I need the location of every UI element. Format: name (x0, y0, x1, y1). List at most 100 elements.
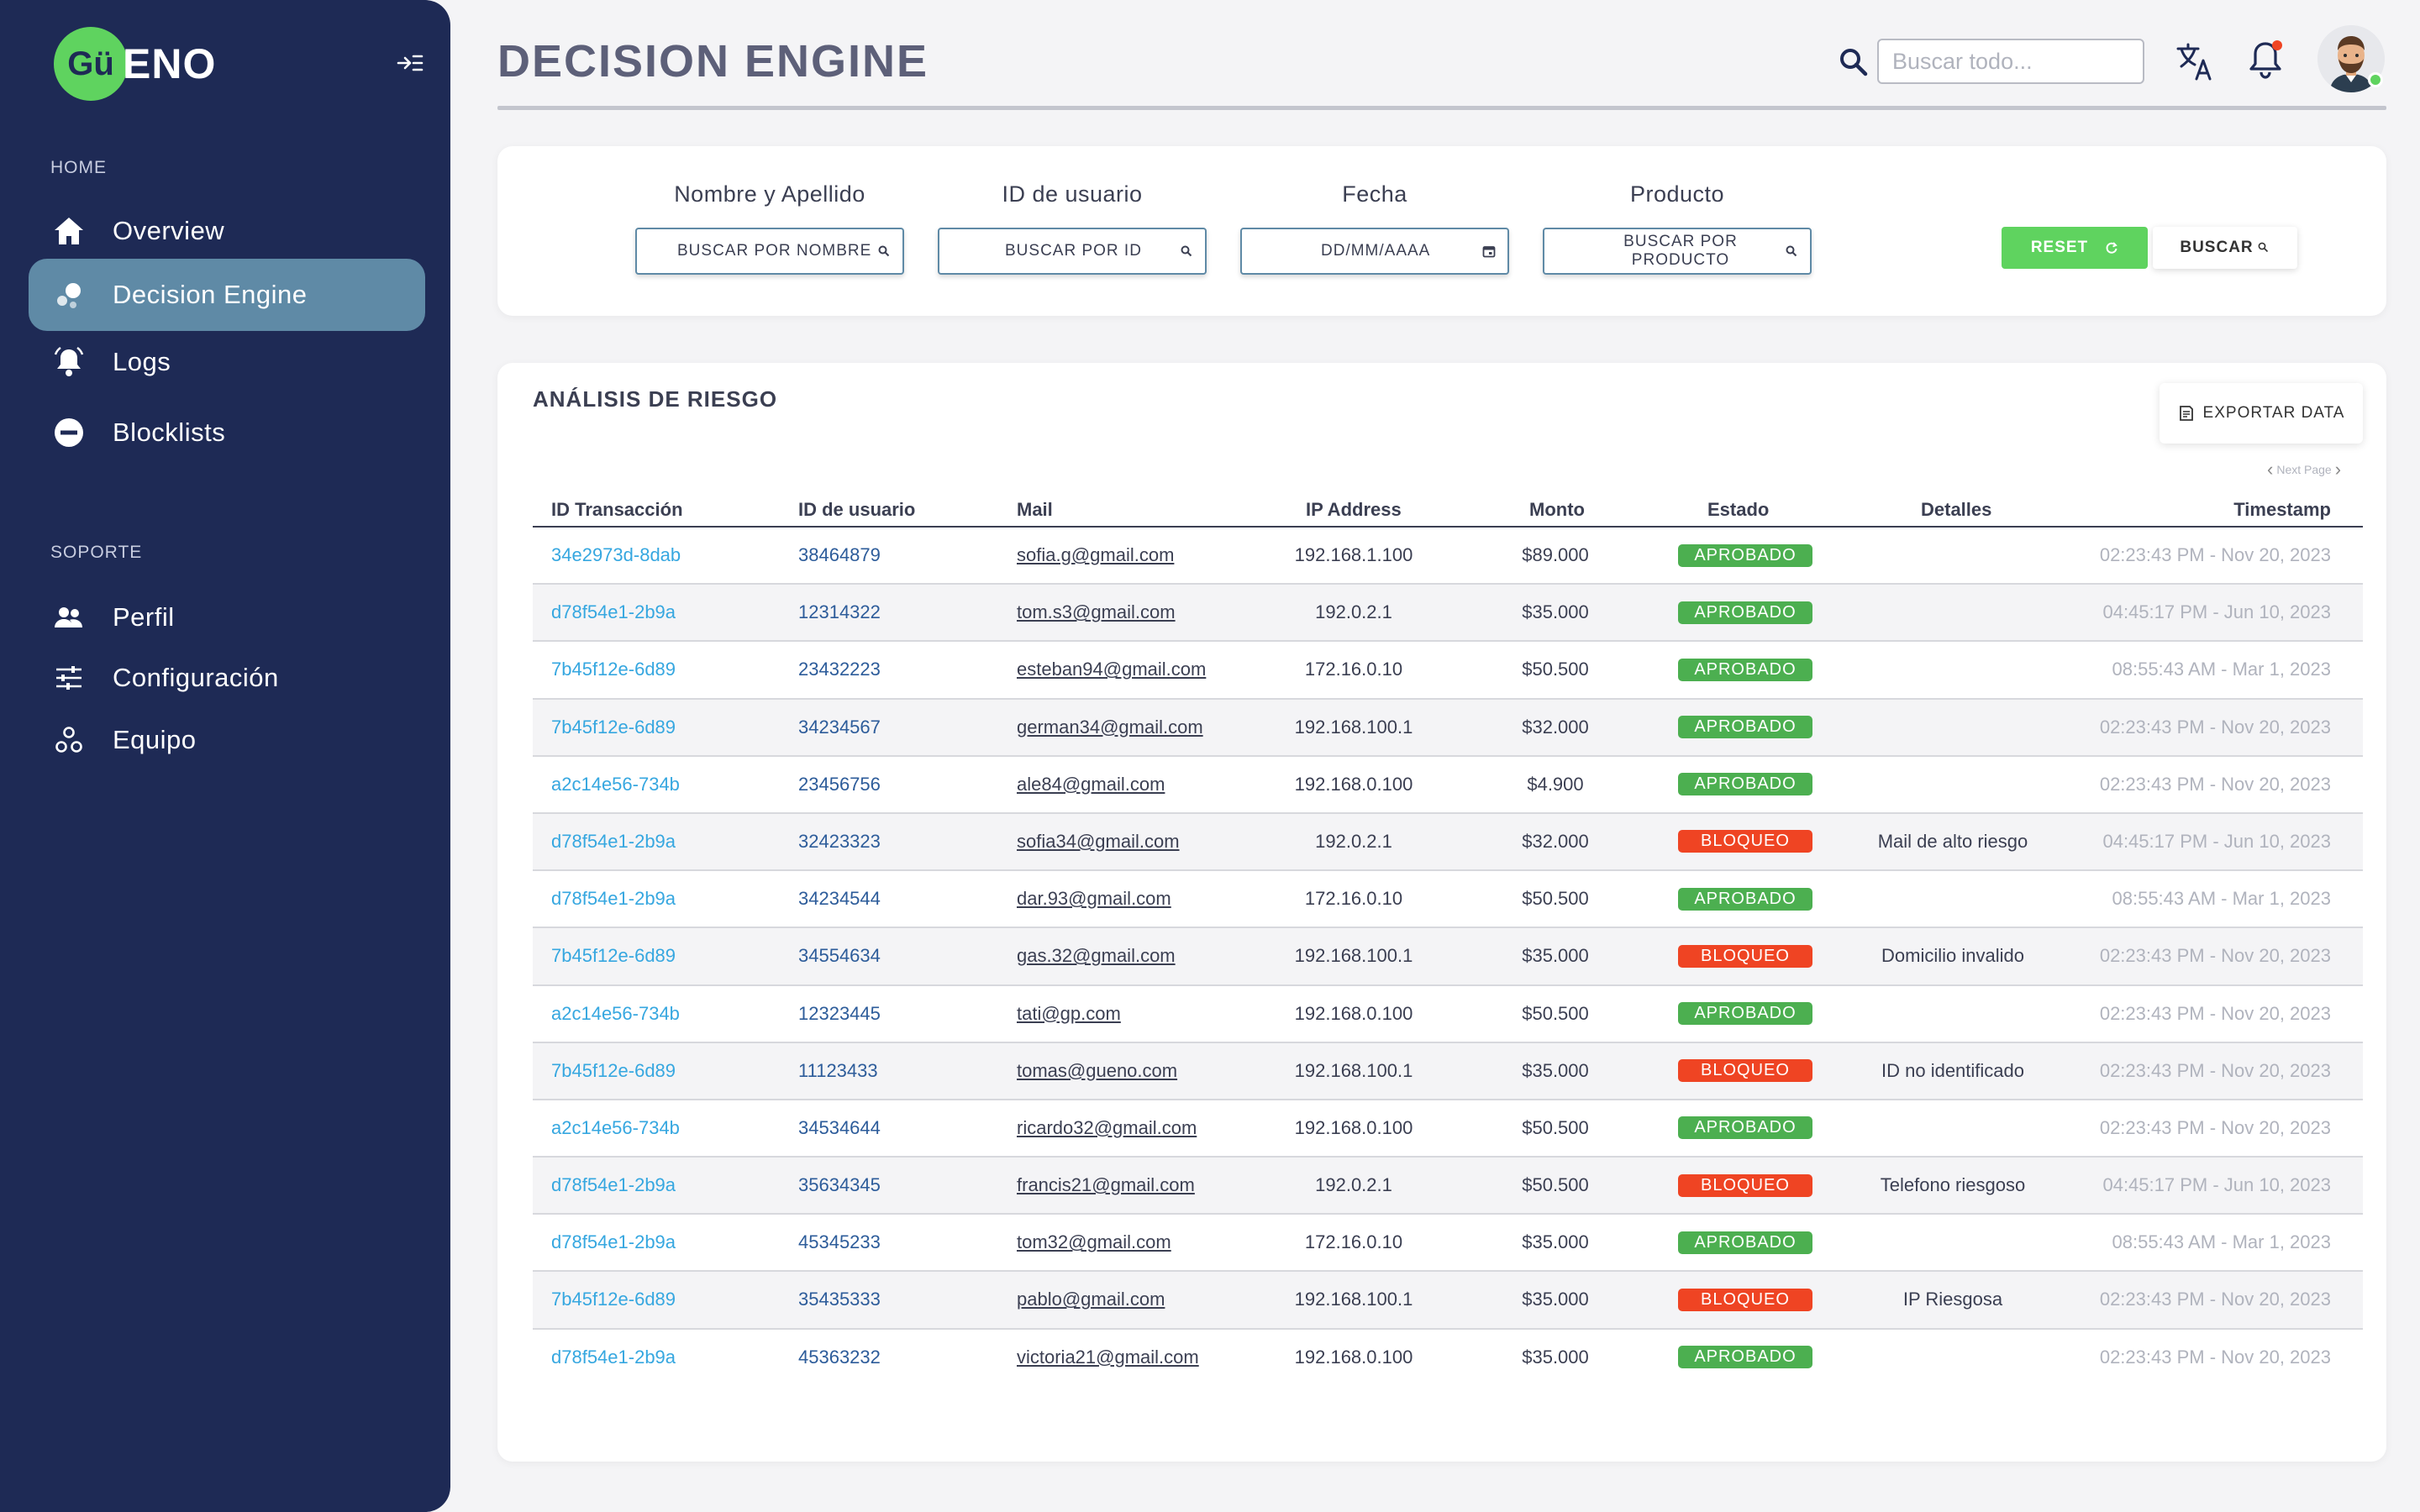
transaction-id-link[interactable]: d78f54e1-2b9a (551, 830, 676, 852)
mail-link[interactable]: sofia34@gmail.com (1017, 830, 1180, 852)
search-button[interactable]: BUSCAR (2153, 227, 2297, 269)
collapse-sidebar-icon[interactable] (393, 50, 427, 76)
col-header-timestamp[interactable]: Timestamp (2233, 499, 2331, 520)
transaction-id-link[interactable]: 34e2973d-8dab (551, 544, 681, 565)
filter-name-label: Nombre y Apellido (674, 181, 865, 207)
table-row[interactable]: 7b45f12e-6d89 23432223 esteban94@gmail.c… (533, 642, 2363, 700)
name-search-input[interactable]: BUSCAR POR NOMBRE (635, 228, 904, 275)
mail-link[interactable]: gas.32@gmail.com (1017, 945, 1176, 967)
transaction-id-link[interactable]: a2c14e56-734b (551, 1002, 680, 1024)
table-row[interactable]: a2c14e56-734b 23456756 ale84@gmail.com 1… (533, 757, 2363, 814)
mail-link[interactable]: ale84@gmail.com (1017, 773, 1165, 795)
sidebar-item-logs[interactable]: Logs (29, 326, 425, 398)
transaction-id-link[interactable]: d78f54e1-2b9a (551, 1174, 676, 1196)
user-id-link[interactable]: 12314322 (798, 601, 881, 623)
table-row[interactable]: a2c14e56-734b 34534644 ricardo32@gmail.c… (533, 1100, 2363, 1158)
transaction-id-link[interactable]: 7b45f12e-6d89 (551, 716, 676, 738)
sidebar-item-equipo[interactable]: Equipo (29, 704, 425, 776)
user-id-link[interactable]: 35634345 (798, 1174, 881, 1196)
status-badge: BLOQUEO (1678, 1173, 1812, 1197)
mail-link[interactable]: ricardo32@gmail.com (1017, 1116, 1197, 1138)
table-row[interactable]: a2c14e56-734b 12323445 tati@gp.com 192.1… (533, 986, 2363, 1043)
table-row[interactable]: d78f54e1-2b9a 45345233 tom32@gmail.com 1… (533, 1215, 2363, 1273)
brand-logo[interactable]: Gü ENO (54, 27, 216, 101)
user-id-link[interactable]: 23456756 (798, 773, 881, 795)
user-id-link[interactable]: 34234544 (798, 888, 881, 910)
user-id-link[interactable]: 12323445 (798, 1002, 881, 1024)
transaction-id-link[interactable]: a2c14e56-734b (551, 773, 680, 795)
mail-link[interactable]: francis21@gmail.com (1017, 1174, 1195, 1196)
chevron-left-icon[interactable]: ‹ (2267, 459, 2274, 480)
export-data-button[interactable]: EXPORTAR DATA (2160, 383, 2363, 444)
transaction-id-link[interactable]: d78f54e1-2b9a (551, 888, 676, 910)
status-cell: APROBADO (1677, 1330, 1813, 1385)
mail-link[interactable]: tomas@gueno.com (1017, 1059, 1178, 1081)
ip-address: 192.168.0.100 (1294, 1346, 1413, 1368)
col-header-mail[interactable]: Mail (1017, 499, 1053, 520)
timestamp: 04:45:17 PM - Jun 10, 2023 (2102, 830, 2331, 852)
table-row[interactable]: 34e2973d-8dab 38464879 sofia.g@gmail.com… (533, 528, 2363, 585)
mail-link[interactable]: sofia.g@gmail.com (1017, 544, 1175, 565)
table-row[interactable]: 7b45f12e-6d89 11123433 tomas@gueno.com 1… (533, 1042, 2363, 1100)
user-id-link[interactable]: 38464879 (798, 544, 881, 565)
sidebar-item-overview[interactable]: Overview (29, 195, 425, 267)
user-id-link[interactable]: 32423323 (798, 830, 881, 852)
sidebar-item-blocklists[interactable]: Blocklists (29, 396, 425, 469)
user-id-link[interactable]: 45345233 (798, 1231, 881, 1253)
transaction-id-link[interactable]: 7b45f12e-6d89 (551, 945, 676, 967)
user-id-link[interactable]: 34534644 (798, 1116, 881, 1138)
sidebar-item-configuracion[interactable]: Configuración (29, 642, 425, 714)
user-id-link[interactable]: 34234567 (798, 716, 881, 738)
col-header-uid[interactable]: ID de usuario (798, 499, 916, 520)
user-id-link[interactable]: 35435333 (798, 1289, 881, 1310)
table-row[interactable]: d78f54e1-2b9a 45363232 victoria21@gmail.… (533, 1330, 2363, 1387)
amount: $50.500 (1522, 888, 1589, 910)
next-page-label[interactable]: Next Page (2276, 463, 2332, 476)
mail-link[interactable]: german34@gmail.com (1017, 716, 1203, 738)
table-row[interactable]: d78f54e1-2b9a 32423323 sofia34@gmail.com… (533, 813, 2363, 872)
table-row[interactable]: d78f54e1-2b9a 12314322 tom.s3@gmail.com … (533, 585, 2363, 643)
sidebar-item-decision-engine[interactable]: Decision Engine (29, 259, 425, 331)
table-row[interactable]: 7b45f12e-6d89 34554634 gas.32@gmail.com … (533, 928, 2363, 986)
transaction-id-link[interactable]: 7b45f12e-6d89 (551, 1289, 676, 1310)
product-search-input[interactable]: BUSCAR POR PRODUCTO (1543, 228, 1812, 275)
col-header-monto[interactable]: Monto (1529, 499, 1585, 520)
status-badge: APROBADO (1678, 773, 1812, 796)
user-id-link[interactable]: 23432223 (798, 659, 881, 680)
mail-link[interactable]: esteban94@gmail.com (1017, 659, 1207, 680)
transaction-id-link[interactable]: a2c14e56-734b (551, 1116, 680, 1138)
user-id-link[interactable]: 45363232 (798, 1346, 881, 1368)
transaction-id-link[interactable]: 7b45f12e-6d89 (551, 659, 676, 680)
sidebar-item-perfil[interactable]: Perfil (29, 581, 425, 654)
user-id-link[interactable]: 34554634 (798, 945, 881, 967)
notification-bell-icon[interactable] (2247, 39, 2286, 81)
calendar-icon[interactable] (1482, 244, 1496, 258)
mail-link[interactable]: tom32@gmail.com (1017, 1231, 1171, 1253)
chevron-right-icon[interactable]: › (2334, 459, 2342, 480)
col-header-estado[interactable]: Estado (1707, 499, 1770, 520)
mail-link[interactable]: dar.93@gmail.com (1017, 888, 1171, 910)
table-row[interactable]: d78f54e1-2b9a 35634345 francis21@gmail.c… (533, 1158, 2363, 1215)
transaction-id-link[interactable]: d78f54e1-2b9a (551, 601, 676, 623)
mail-link[interactable]: victoria21@gmail.com (1017, 1346, 1199, 1368)
search-icon[interactable] (1839, 47, 1869, 77)
user-id-link[interactable]: 11123433 (798, 1059, 878, 1081)
transaction-id-link[interactable]: d78f54e1-2b9a (551, 1346, 676, 1368)
table-row[interactable]: 7b45f12e-6d89 34234567 german34@gmail.co… (533, 699, 2363, 757)
translate-icon[interactable] (2175, 40, 2217, 82)
table-row[interactable]: d78f54e1-2b9a 34234544 dar.93@gmail.com … (533, 871, 2363, 929)
user-id-search-input[interactable]: BUSCAR POR ID (938, 228, 1207, 275)
date-input[interactable]: DD/MM/AAAA (1240, 228, 1509, 275)
timestamp: 08:55:43 AM - Mar 1, 2023 (2112, 659, 2332, 680)
transaction-id-link[interactable]: d78f54e1-2b9a (551, 1231, 676, 1253)
transaction-id-link[interactable]: 7b45f12e-6d89 (551, 1059, 676, 1081)
mail-link[interactable]: tom.s3@gmail.com (1017, 601, 1176, 623)
col-header-ip[interactable]: IP Address (1306, 499, 1402, 520)
reset-button[interactable]: RESET (2002, 227, 2148, 269)
mail-link[interactable]: tati@gp.com (1017, 1002, 1121, 1024)
col-header-tx[interactable]: ID Transacción (551, 499, 683, 520)
mail-link[interactable]: pablo@gmail.com (1017, 1289, 1165, 1310)
table-row[interactable]: 7b45f12e-6d89 35435333 pablo@gmail.com 1… (533, 1272, 2363, 1330)
global-search-input[interactable] (1877, 39, 2144, 84)
col-header-detalles[interactable]: Detalles (1921, 499, 1992, 520)
